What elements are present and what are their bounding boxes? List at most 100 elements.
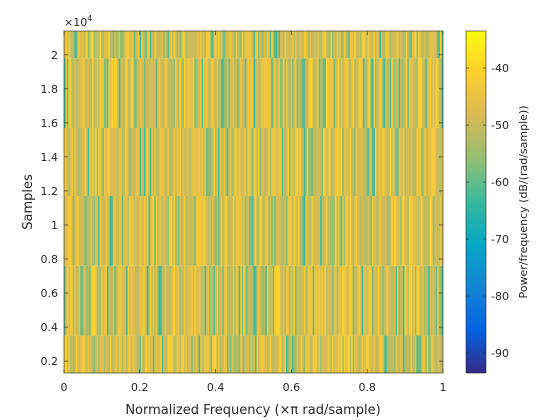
- heatmap-cell: [366, 196, 368, 266]
- heatmap-cell: [92, 127, 94, 197]
- heatmap-cell: [220, 58, 223, 128]
- heatmap-cell: [86, 335, 88, 373]
- heatmap-cell: [260, 265, 263, 336]
- heatmap-cell: [300, 265, 303, 336]
- x-tick-label: 0.8: [358, 381, 376, 394]
- heatmap-cell: [183, 58, 186, 128]
- heatmap-cell: [95, 265, 97, 336]
- heatmap-cell: [355, 58, 358, 128]
- heatmap-cell: [363, 265, 365, 336]
- heatmap-cell: [420, 335, 423, 373]
- heatmap-cell: [294, 127, 297, 197]
- heatmap-cell: [186, 127, 189, 197]
- heatmap-cell: [215, 335, 217, 373]
- heatmap-cell: [136, 31, 139, 59]
- heatmap-cell: [357, 265, 359, 336]
- heatmap-cell: [441, 335, 443, 373]
- heatmap-cell: [148, 196, 151, 266]
- heatmap-cell: [257, 335, 260, 373]
- heatmap-cell: [376, 335, 379, 373]
- heatmap-cell: [360, 196, 362, 266]
- heatmap-cell: [226, 31, 229, 59]
- heatmap-cell: [203, 58, 205, 128]
- heatmap-cell: [212, 31, 214, 59]
- heatmap-cell: [148, 31, 151, 59]
- heatmap-cell: [306, 31, 309, 59]
- heatmap-cell: [232, 265, 235, 336]
- heatmap-cell: [83, 196, 86, 266]
- heatmap-cell: [175, 58, 177, 128]
- heatmap-cell: [133, 265, 136, 336]
- heatmap-cell: [373, 58, 376, 128]
- heatmap-cell: [126, 31, 128, 59]
- heatmap-cell: [180, 265, 183, 336]
- heatmap-cell: [286, 58, 288, 128]
- heatmap-cell: [401, 196, 404, 266]
- heatmap-cell: [149, 265, 152, 336]
- heatmap-cell: [191, 31, 194, 59]
- heatmap-cell: [118, 196, 121, 266]
- x-axis-ticks: 0 0.2 0.4 0.6 0.8 1: [61, 31, 447, 394]
- heatmap-cell: [323, 196, 325, 266]
- heatmap-cell: [243, 335, 245, 373]
- heatmap-cell: [376, 127, 379, 197]
- heatmap-cell: [229, 265, 232, 336]
- heatmap-cell: [220, 196, 223, 266]
- heatmap-cell: [440, 127, 442, 197]
- heatmap-cell: [157, 58, 160, 128]
- heatmap-cell: [343, 196, 346, 266]
- heatmap-cell: [186, 265, 189, 336]
- heatmap-cell: [247, 31, 250, 59]
- heatmap-cell: [143, 58, 146, 128]
- heatmap-cell: [330, 31, 333, 59]
- heatmap-cell: [142, 127, 145, 197]
- heatmap-cell: [286, 196, 288, 266]
- heatmap-cell: [244, 58, 247, 128]
- heatmap-cell: [416, 265, 419, 336]
- heatmap-cell: [317, 31, 319, 59]
- heatmap-cell: [308, 196, 311, 266]
- heatmap-cell: [102, 335, 105, 373]
- heatmap-cell: [414, 335, 417, 373]
- heatmap-cell: [87, 196, 90, 266]
- heatmap-cell: [64, 196, 66, 266]
- heatmap-cell: [317, 127, 319, 197]
- heatmap-cell: [429, 335, 432, 373]
- heatmap-cell: [268, 127, 271, 197]
- heatmap-cell: [68, 265, 71, 336]
- heatmap-cell: [225, 31, 228, 59]
- heatmap-cell: [358, 127, 361, 197]
- heatmap-cell: [112, 31, 115, 59]
- heatmap-cell: [290, 31, 293, 59]
- heatmap-cell: [170, 127, 173, 197]
- y-axis-exponent: ×104: [64, 14, 92, 29]
- heatmap-cell: [178, 58, 180, 128]
- heatmap-cell: [142, 335, 145, 373]
- heatmap-cell: [299, 196, 302, 266]
- heatmap-cell: [71, 58, 74, 128]
- heatmap-cell: [75, 196, 78, 266]
- heatmap-cell: [118, 265, 121, 336]
- heatmap-cell: [423, 335, 426, 373]
- heatmap-cell: [198, 265, 201, 336]
- heatmap-cell: [437, 31, 439, 59]
- heatmap-cell: [435, 265, 438, 336]
- heatmap-cell: [262, 196, 265, 266]
- heatmap-cell: [348, 196, 351, 266]
- heatmap-cell: [101, 58, 103, 128]
- heatmap-cell: [440, 31, 442, 59]
- heatmap-cell: [259, 265, 262, 336]
- heatmap-cell: [231, 58, 234, 128]
- heatmap-cell: [247, 58, 250, 128]
- heatmap-cell: [302, 31, 305, 59]
- heatmap-cell: [182, 58, 185, 128]
- heatmap-cell: [103, 31, 106, 59]
- heatmap-cell: [115, 127, 118, 197]
- heatmap-cell: [404, 31, 407, 59]
- heatmap-cell: [308, 335, 311, 373]
- heatmap-cell: [315, 196, 318, 266]
- heatmap-cell: [284, 58, 287, 128]
- heatmap-cell: [274, 127, 277, 197]
- heatmap-cell: [170, 58, 173, 128]
- heatmap-cell: [105, 265, 108, 336]
